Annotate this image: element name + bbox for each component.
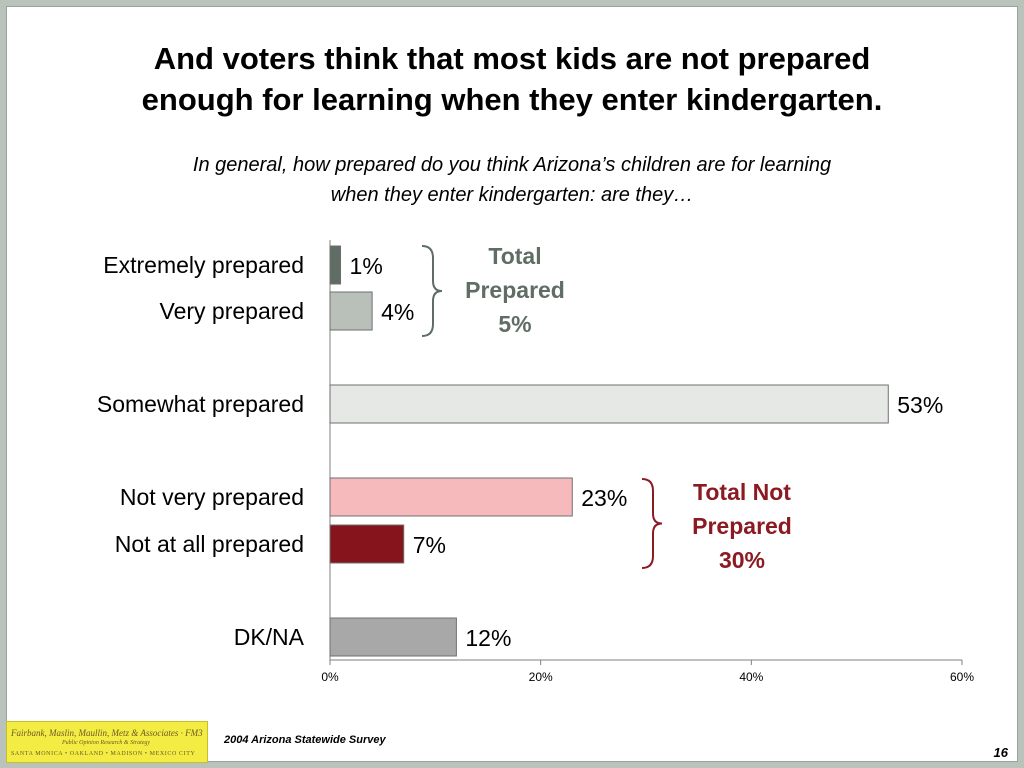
group-label-not-prepared: Total Not [693,479,791,505]
logo-cities: SANTA MONICA • OAKLAND • MADISON • MEXIC… [11,751,196,757]
slide-background [6,6,1018,762]
value-label: 4% [381,299,414,325]
category-label: Not very prepared [120,484,304,510]
question-line-1: In general, how prepared do you think Ar… [192,154,832,176]
value-label: 7% [413,532,446,558]
logo-company-name: Fairbank, Maslin, Maullin, Metz & Associ… [11,728,203,738]
x-tick-label: 0% [321,670,339,684]
value-label: 23% [581,485,627,511]
category-label: Very prepared [160,298,304,324]
title-line-2: enough for learning when they enter kind… [141,82,883,117]
bracket-prepared [421,245,443,337]
category-label: Not at all prepared [115,531,304,557]
survey-source: 2004 Arizona Statewide Survey [224,734,386,746]
value-label: 12% [465,625,511,651]
question-line-2: when they enter kindergarten: are they… [330,184,694,206]
page-title: And voters think that most kids are not … [0,38,1024,120]
bar [329,477,573,517]
category-label: Somewhat prepared [97,391,304,417]
category-label: Extremely prepared [103,252,304,278]
x-tick-label: 40% [739,670,763,684]
page-number: 16 [993,745,1008,760]
bar [329,617,457,657]
bracket-not-prepared [641,478,663,569]
category-label: DK/NA [234,624,305,650]
x-tick-label: 20% [529,670,553,684]
group-label-prepared: Prepared [465,277,565,303]
company-logo: Fairbank, Maslin, Maullin, Metz & Associ… [6,721,208,763]
group-label-not-prepared: Prepared [692,513,792,539]
bar [329,245,342,285]
title-line-1: And voters think that most kids are not … [153,41,871,76]
group-label-prepared: Total [488,243,541,269]
bar [329,291,373,331]
value-label: 53% [897,392,943,418]
group-label-prepared: 5% [498,311,531,337]
x-tick-label: 60% [950,670,974,684]
logo-tagline: Public Opinion Research & Strategy [62,740,151,746]
group-label-not-prepared: 30% [719,547,765,573]
question-text: In general, how prepared do you think Ar… [0,150,1024,210]
value-label: 1% [350,253,383,279]
bar [329,524,405,564]
bar [329,384,889,424]
